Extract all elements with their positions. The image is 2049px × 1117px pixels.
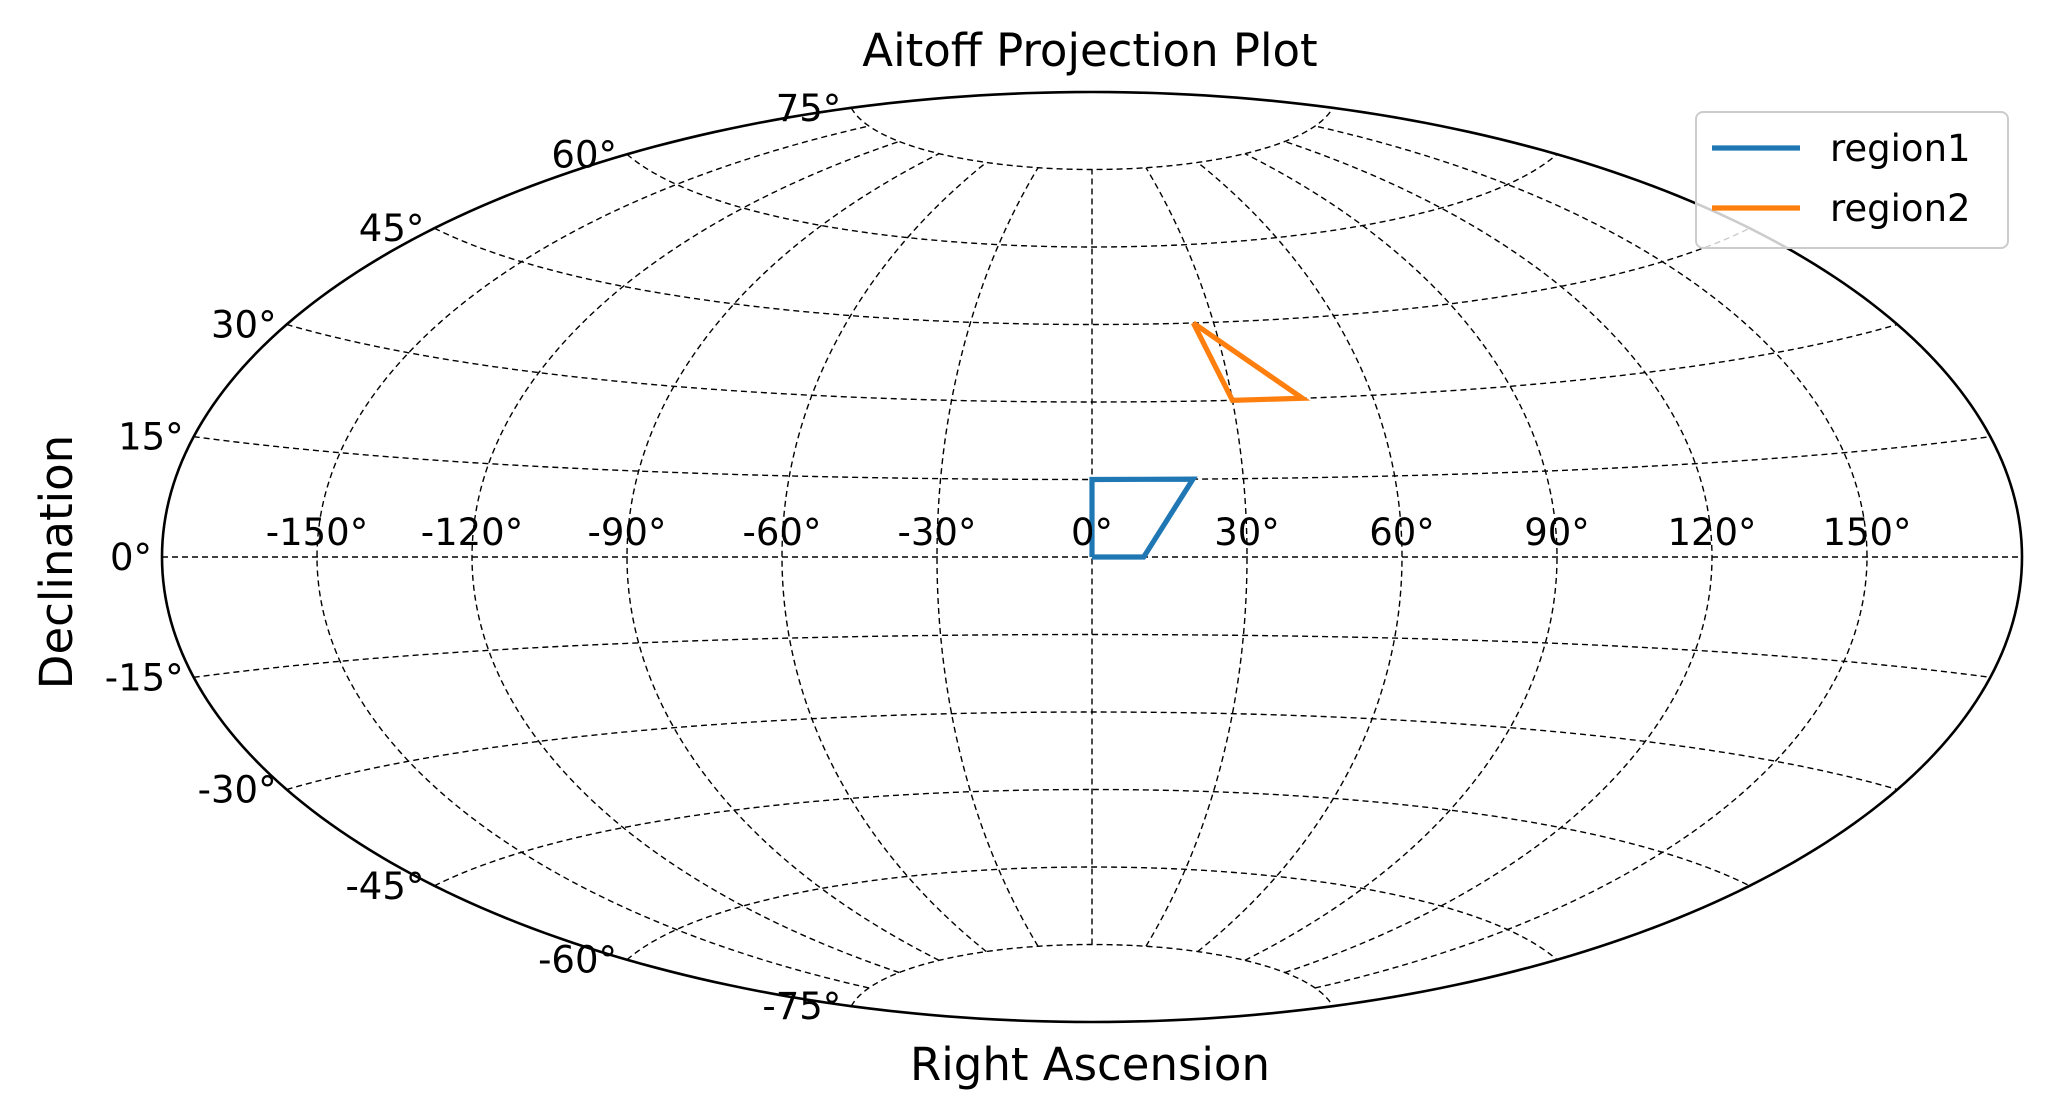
- x-tick-label: 30°: [1214, 511, 1280, 554]
- x-tick-label: 60°: [1369, 511, 1435, 554]
- parallel-gridline: [193, 435, 1991, 481]
- y-tick-label: 0°: [110, 536, 152, 579]
- meridian-gridline: [1314, 125, 1868, 989]
- x-axis-label: Right Ascension: [910, 1038, 1270, 1091]
- series-layer: [1089, 320, 1311, 560]
- y-tick-label: 45°: [359, 207, 425, 250]
- parallel-gridline: [626, 153, 1558, 248]
- legend-label-region1: region1: [1830, 127, 1971, 170]
- meridian-gridline: [1145, 167, 1248, 947]
- parallel-gridline: [286, 323, 1898, 403]
- meridian-gridline: [316, 125, 870, 989]
- parallel-gridline: [193, 633, 1991, 679]
- y-tick-label: -15°: [105, 656, 184, 699]
- parallel-gridline: [434, 788, 1750, 887]
- x-tick-label: -90°: [588, 511, 667, 554]
- parallel-gridline: [850, 943, 1334, 1007]
- parallel-gridline: [850, 107, 1334, 171]
- x-tick-label: -60°: [743, 511, 822, 554]
- y-tick-label: -75°: [762, 985, 841, 1028]
- parallel-gridline: [434, 227, 1750, 326]
- y-tick-label: -60°: [538, 939, 617, 982]
- series-line-region2: [1190, 320, 1311, 403]
- meridian-gridline: [936, 167, 1039, 947]
- map-border: [160, 90, 2024, 1024]
- y-tick-label: 75°: [776, 87, 842, 130]
- meridian-gridline: [781, 161, 987, 953]
- y-axis-label: Declination: [30, 435, 83, 689]
- y-tick-label: 30°: [211, 304, 277, 347]
- meridian-gridline: [1244, 153, 1558, 961]
- grid-lines: [162, 107, 2022, 1007]
- legend-label-region2: region2: [1830, 187, 1971, 230]
- chart-title: Aitoff Projection Plot: [862, 24, 1317, 77]
- parallel-gridline: [626, 866, 1558, 961]
- x-tick-label: 150°: [1822, 511, 1911, 554]
- y-tick-labels: -75° -60° -45° -30° -15° 0° 15° 30° 45° 60° 75°: [105, 87, 842, 1028]
- series-line-region1: [1089, 476, 1198, 560]
- meridian-gridline: [1197, 161, 1403, 953]
- x-tick-label: -150°: [266, 511, 368, 554]
- parallel-gridline: [286, 711, 1898, 791]
- meridian-gridline: [626, 153, 940, 961]
- y-tick-label: 15°: [118, 416, 184, 459]
- y-tick-label: -30°: [198, 769, 277, 812]
- x-tick-label: 90°: [1524, 511, 1590, 554]
- x-tick-labels: -150° -120° -90° -60° -30° 0° 30° 60° 90° 120° 150…: [266, 511, 1912, 554]
- legend: region1 region2: [1695, 111, 2009, 249]
- y-tick-label: -45°: [345, 865, 424, 908]
- x-tick-label: 120°: [1667, 511, 1756, 554]
- x-tick-label: 0°: [1071, 511, 1113, 554]
- x-tick-label: -120°: [421, 511, 523, 554]
- y-tick-label: 60°: [551, 133, 617, 176]
- x-tick-label: -30°: [898, 511, 977, 554]
